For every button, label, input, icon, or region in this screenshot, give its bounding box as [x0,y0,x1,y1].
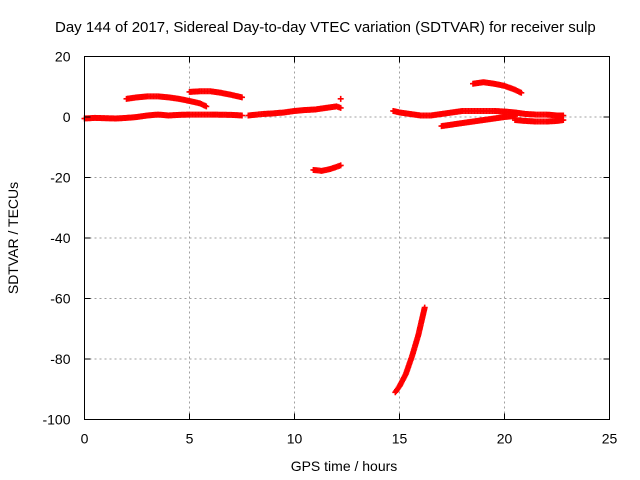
data-layer [81,79,567,396]
data-point [560,117,567,124]
chart-title: Day 144 of 2017, Sidereal Day-to-day VTE… [55,19,596,36]
data-point [337,162,344,169]
x-tick-label: 25 [602,431,618,447]
x-tick-label: 10 [287,431,303,447]
y-tick-label: 0 [63,109,71,125]
grid-layer [84,56,610,420]
tick-layer: 0 5 10 15 20 25 20 0 -20 -40 -60 -80 -100 [42,49,617,447]
data-point [337,95,344,102]
y-tick-label: -80 [50,351,70,367]
y-tick-label: -100 [42,412,70,428]
x-tick-label: 15 [392,431,408,447]
x-axis-label: GPS time / hours [291,458,398,474]
y-tick-label: 20 [55,49,71,65]
data-point [518,89,525,96]
x-tick-label: 20 [497,431,513,447]
data-point [239,94,245,101]
x-tick-label: 0 [81,431,89,447]
y-tick-label: -20 [50,170,70,186]
data-point [337,104,344,111]
y-tick-label: -60 [50,291,70,307]
x-tick-label: 5 [186,431,194,447]
y-axis-label: SDTVAR / TECUs [5,182,21,294]
data-point [421,304,428,311]
y-tick-label: -40 [50,230,70,246]
data-point [203,103,210,110]
data-point [239,112,245,119]
